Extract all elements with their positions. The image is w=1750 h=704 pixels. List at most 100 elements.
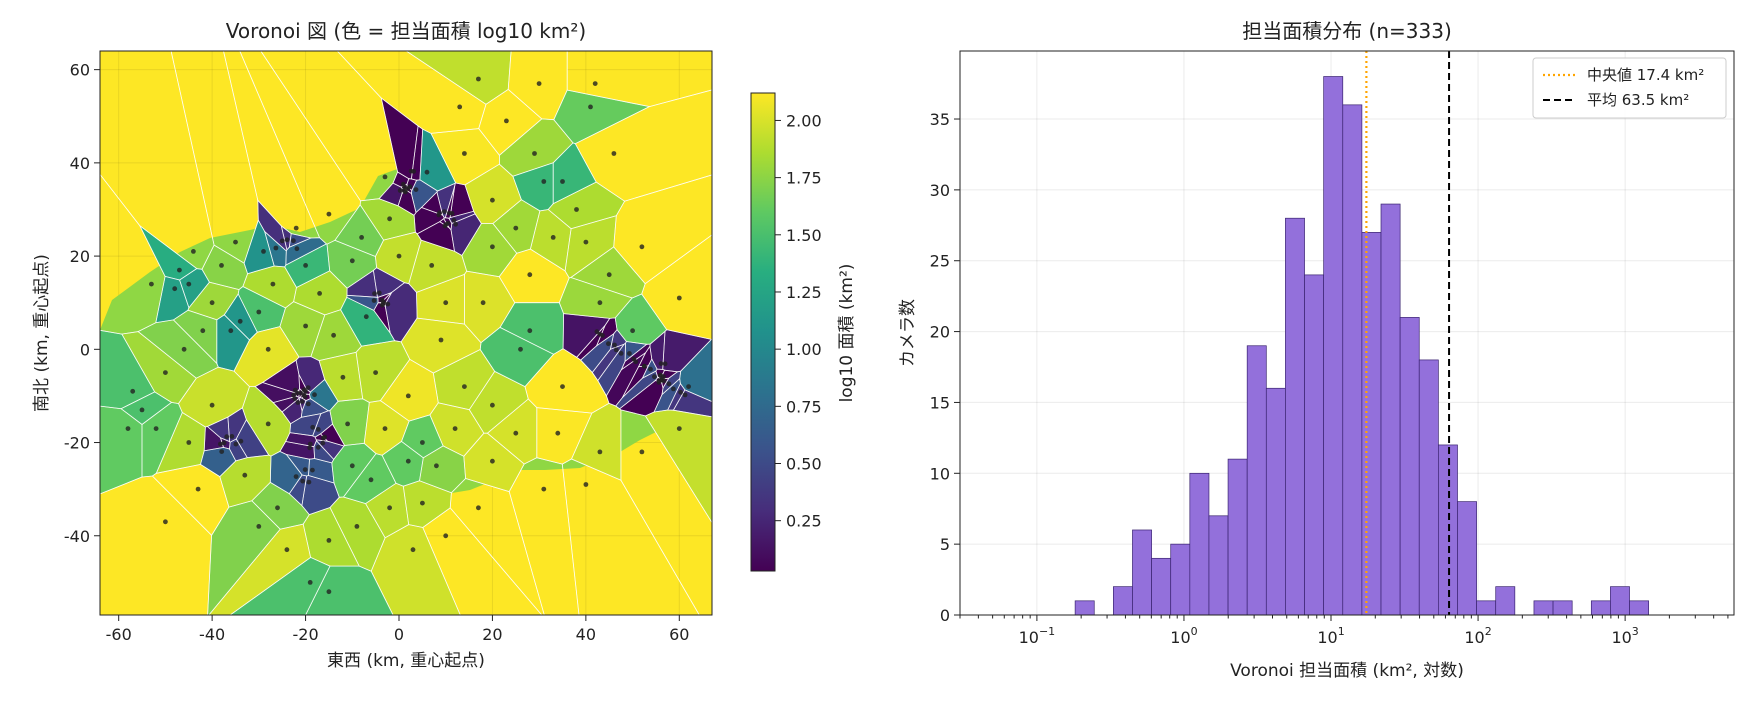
voronoi-cell [320,424,345,446]
camera-point [541,486,547,492]
camera-point [682,392,688,398]
camera-point [462,151,467,156]
voronoi-cell [100,476,212,615]
histogram-bar [1170,543,1191,616]
camera-point [442,209,447,215]
legend-mean-label: 平均 63.5 km² [1587,91,1689,109]
voronoi-cell [289,413,321,436]
camera-point [315,427,321,432]
voronoi-cell [575,89,712,202]
voronoi-y-tick-label: 40 [70,154,90,173]
camera-point [303,263,308,268]
voronoi-cell [379,183,403,206]
voronoi-cell-edge [561,458,700,615]
voronoi-cell-edge [448,210,476,225]
histogram-panel: 担当面積分布 (n=333) 35 30 25 20 15 10 5 0 10−1 100 101… [898,19,1735,681]
voronoi-cell [373,267,405,298]
camera-point [618,351,624,356]
camera-points [125,76,691,595]
voronoi-cell [270,451,303,494]
voronoi-cell [121,391,172,425]
camera-point [221,440,227,446]
histogram-y-tick-label: 30 [930,181,950,200]
camera-point [613,347,619,353]
histogram-bar [1342,104,1363,616]
camera-point [662,361,668,367]
camera-point [550,235,556,240]
colorbar-tick-label: 0.50 [786,455,822,474]
camera-point [420,500,425,506]
voronoi-cell-edge [492,199,541,254]
camera-point [597,449,603,455]
voronoi-cell [208,524,311,615]
voronoi-cell-edge [179,268,210,309]
histogram-x-tick-label: 10−1 [1019,625,1056,647]
camera-point [177,267,182,273]
camera-point [405,458,411,464]
histogram-y-tick-label: 10 [930,464,950,483]
colorbar-tick-label: 0.25 [786,512,822,531]
voronoi-cell [139,225,197,280]
camera-point [310,424,316,430]
voronoi-x-tick-label: -60 [106,625,132,644]
camera-point [382,426,388,431]
camera-point [306,479,312,485]
camera-point [284,237,290,243]
voronoi-cell [641,234,712,340]
voronoi-cell [207,417,230,442]
camera-point [385,301,391,307]
camera-point [294,246,300,252]
camera-point [219,263,224,268]
legend-box [1532,57,1727,119]
camera-point [382,174,388,180]
voronoi-cell [155,276,189,323]
camera-point [403,189,408,195]
camera-point [413,187,419,193]
camera-point [396,253,402,259]
voronoi-cell [548,182,625,229]
voronoi-cell [244,220,275,274]
camera-point [209,300,215,306]
histogram-bar [1457,501,1477,616]
camera-point [284,547,290,553]
histogram-bar [1476,600,1497,616]
voronoi-cell [224,294,258,340]
camera-point [291,392,297,398]
voronoi-cell [142,402,183,477]
camera-point [400,181,406,187]
legend-median-label: 中央値 17.4 km² [1587,66,1704,84]
voronoi-cell [596,317,617,346]
camera-point [294,390,300,396]
voronoi-cell [487,399,537,464]
voronoi-cell [216,314,250,372]
histogram-bar [1418,359,1439,616]
camera-point [265,421,271,427]
camera-point [476,76,481,82]
colorbar-tick-label: 2.00 [786,111,822,130]
voronoi-cell [419,445,466,493]
voronoi-cell [303,507,360,567]
voronoi-cell [121,331,197,404]
histogram-x-tick-label: 101 [1317,625,1344,647]
colorbar-tick-label: 1.75 [786,169,822,188]
camera-point [457,104,463,110]
camera-point [410,547,416,553]
camera-point [305,385,311,390]
voronoi-cell [365,483,409,538]
camera-point [363,314,369,320]
histogram-y-ticks: 35 30 25 20 15 10 5 0 [930,110,960,625]
camera-point [191,249,196,254]
camera-point [373,370,378,375]
voronoi-cell-edge [223,293,258,341]
voronoi-cell [401,414,444,458]
voronoi-cell [500,302,564,355]
camera-point [583,239,589,245]
camera-point [397,188,403,193]
camera-point [588,104,593,110]
camera-point [630,328,635,334]
camera-point [340,374,346,380]
voronoi-cell [234,326,299,387]
histogram-y-tick-label: 15 [930,393,950,412]
camera-point [490,402,495,408]
